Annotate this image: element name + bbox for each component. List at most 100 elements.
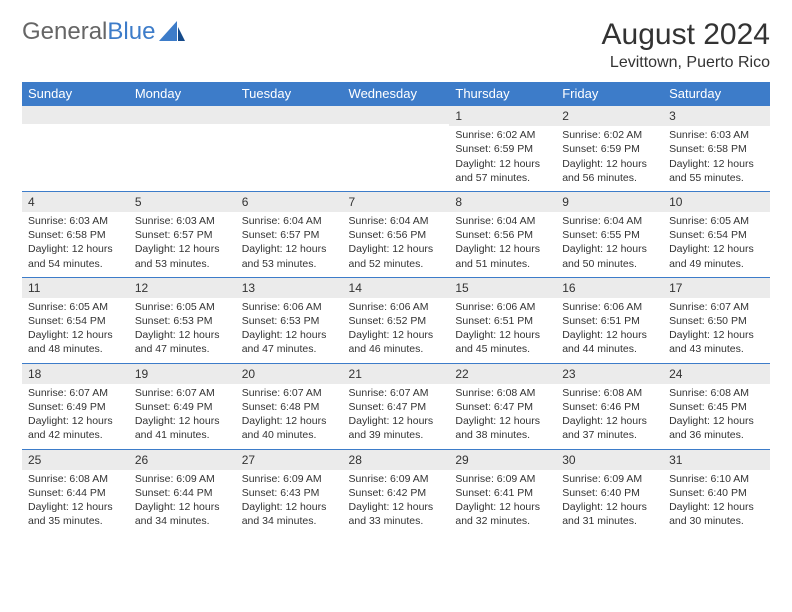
- daylight-text: Daylight: 12 hours and 52 minutes.: [349, 242, 444, 270]
- daylight-text: Daylight: 12 hours and 53 minutes.: [135, 242, 230, 270]
- calendar-day-cell: 2Sunrise: 6:02 AMSunset: 6:59 PMDaylight…: [556, 106, 663, 192]
- sunset-text: Sunset: 6:53 PM: [242, 314, 337, 328]
- calendar-day-cell: 7Sunrise: 6:04 AMSunset: 6:56 PMDaylight…: [343, 191, 450, 277]
- daylight-text: Daylight: 12 hours and 46 minutes.: [349, 328, 444, 356]
- sunrise-text: Sunrise: 6:09 AM: [455, 472, 550, 486]
- daylight-text: Daylight: 12 hours and 34 minutes.: [135, 500, 230, 528]
- sunrise-text: Sunrise: 6:06 AM: [349, 300, 444, 314]
- sunrise-text: Sunrise: 6:06 AM: [562, 300, 657, 314]
- day-number: 20: [236, 364, 343, 384]
- sunrise-text: Sunrise: 6:08 AM: [669, 386, 764, 400]
- day-number: 2: [556, 106, 663, 126]
- calendar-day-cell: 18Sunrise: 6:07 AMSunset: 6:49 PMDayligh…: [22, 363, 129, 449]
- day-content: Sunrise: 6:03 AMSunset: 6:58 PMDaylight:…: [663, 126, 770, 191]
- calendar-day-cell: 19Sunrise: 6:07 AMSunset: 6:49 PMDayligh…: [129, 363, 236, 449]
- daylight-text: Daylight: 12 hours and 50 minutes.: [562, 242, 657, 270]
- day-number: 19: [129, 364, 236, 384]
- calendar-day-cell: 15Sunrise: 6:06 AMSunset: 6:51 PMDayligh…: [449, 277, 556, 363]
- location-label: Levittown, Puerto Rico: [602, 54, 770, 72]
- sunset-text: Sunset: 6:47 PM: [455, 400, 550, 414]
- daylight-text: Daylight: 12 hours and 42 minutes.: [28, 414, 123, 442]
- day-number: 11: [22, 278, 129, 298]
- daylight-text: Daylight: 12 hours and 36 minutes.: [669, 414, 764, 442]
- sunrise-text: Sunrise: 6:03 AM: [135, 214, 230, 228]
- logo-sail-icon: [159, 21, 185, 43]
- day-number: 1: [449, 106, 556, 126]
- sunset-text: Sunset: 6:49 PM: [135, 400, 230, 414]
- month-title: August 2024: [602, 18, 770, 52]
- daylight-text: Daylight: 12 hours and 47 minutes.: [135, 328, 230, 356]
- sunset-text: Sunset: 6:57 PM: [135, 228, 230, 242]
- sunset-text: Sunset: 6:59 PM: [455, 142, 550, 156]
- sunrise-text: Sunrise: 6:08 AM: [28, 472, 123, 486]
- daylight-text: Daylight: 12 hours and 57 minutes.: [455, 157, 550, 185]
- sunrise-text: Sunrise: 6:02 AM: [562, 128, 657, 142]
- day-number: 23: [556, 364, 663, 384]
- daylight-text: Daylight: 12 hours and 44 minutes.: [562, 328, 657, 356]
- daylight-text: Daylight: 12 hours and 55 minutes.: [669, 157, 764, 185]
- day-number: 24: [663, 364, 770, 384]
- calendar-day-cell: 16Sunrise: 6:06 AMSunset: 6:51 PMDayligh…: [556, 277, 663, 363]
- day-header: Monday: [129, 82, 236, 106]
- logo-text-general: General: [22, 18, 107, 46]
- sunrise-text: Sunrise: 6:07 AM: [349, 386, 444, 400]
- calendar-day-cell: 17Sunrise: 6:07 AMSunset: 6:50 PMDayligh…: [663, 277, 770, 363]
- calendar-header-row: SundayMondayTuesdayWednesdayThursdayFrid…: [22, 82, 770, 106]
- day-number: 29: [449, 450, 556, 470]
- day-content: Sunrise: 6:07 AMSunset: 6:49 PMDaylight:…: [129, 384, 236, 449]
- calendar-table: SundayMondayTuesdayWednesdayThursdayFrid…: [22, 82, 770, 534]
- sunset-text: Sunset: 6:43 PM: [242, 486, 337, 500]
- daylight-text: Daylight: 12 hours and 51 minutes.: [455, 242, 550, 270]
- daylight-text: Daylight: 12 hours and 43 minutes.: [669, 328, 764, 356]
- daylight-text: Daylight: 12 hours and 45 minutes.: [455, 328, 550, 356]
- day-number: 28: [343, 450, 450, 470]
- day-number: 13: [236, 278, 343, 298]
- day-content: Sunrise: 6:09 AMSunset: 6:41 PMDaylight:…: [449, 470, 556, 535]
- day-number: [343, 106, 450, 124]
- daylight-text: Daylight: 12 hours and 49 minutes.: [669, 242, 764, 270]
- daylight-text: Daylight: 12 hours and 35 minutes.: [28, 500, 123, 528]
- day-number: 3: [663, 106, 770, 126]
- calendar-day-cell: 30Sunrise: 6:09 AMSunset: 6:40 PMDayligh…: [556, 449, 663, 534]
- sunset-text: Sunset: 6:51 PM: [455, 314, 550, 328]
- sunrise-text: Sunrise: 6:09 AM: [349, 472, 444, 486]
- day-number: 27: [236, 450, 343, 470]
- day-header: Wednesday: [343, 82, 450, 106]
- day-number: [129, 106, 236, 124]
- day-content: Sunrise: 6:07 AMSunset: 6:49 PMDaylight:…: [22, 384, 129, 449]
- day-content: Sunrise: 6:09 AMSunset: 6:43 PMDaylight:…: [236, 470, 343, 535]
- daylight-text: Daylight: 12 hours and 39 minutes.: [349, 414, 444, 442]
- day-content: Sunrise: 6:07 AMSunset: 6:47 PMDaylight:…: [343, 384, 450, 449]
- calendar-day-cell: 21Sunrise: 6:07 AMSunset: 6:47 PMDayligh…: [343, 363, 450, 449]
- daylight-text: Daylight: 12 hours and 53 minutes.: [242, 242, 337, 270]
- sunset-text: Sunset: 6:59 PM: [562, 142, 657, 156]
- sunrise-text: Sunrise: 6:03 AM: [28, 214, 123, 228]
- calendar-day-cell: 31Sunrise: 6:10 AMSunset: 6:40 PMDayligh…: [663, 449, 770, 534]
- day-content: Sunrise: 6:04 AMSunset: 6:57 PMDaylight:…: [236, 212, 343, 277]
- daylight-text: Daylight: 12 hours and 32 minutes.: [455, 500, 550, 528]
- day-content: Sunrise: 6:08 AMSunset: 6:47 PMDaylight:…: [449, 384, 556, 449]
- calendar-day-cell: 1Sunrise: 6:02 AMSunset: 6:59 PMDaylight…: [449, 106, 556, 192]
- day-content: Sunrise: 6:06 AMSunset: 6:52 PMDaylight:…: [343, 298, 450, 363]
- sunrise-text: Sunrise: 6:04 AM: [242, 214, 337, 228]
- sunset-text: Sunset: 6:54 PM: [28, 314, 123, 328]
- logo-text-blue: Blue: [107, 18, 155, 46]
- calendar-day-cell: 4Sunrise: 6:03 AMSunset: 6:58 PMDaylight…: [22, 191, 129, 277]
- sunset-text: Sunset: 6:58 PM: [28, 228, 123, 242]
- day-number: 18: [22, 364, 129, 384]
- calendar-day-cell: 10Sunrise: 6:05 AMSunset: 6:54 PMDayligh…: [663, 191, 770, 277]
- day-header: Friday: [556, 82, 663, 106]
- day-number: 21: [343, 364, 450, 384]
- daylight-text: Daylight: 12 hours and 41 minutes.: [135, 414, 230, 442]
- day-header: Sunday: [22, 82, 129, 106]
- sunset-text: Sunset: 6:56 PM: [349, 228, 444, 242]
- day-number: [236, 106, 343, 124]
- day-content: Sunrise: 6:03 AMSunset: 6:58 PMDaylight:…: [22, 212, 129, 277]
- sunset-text: Sunset: 6:56 PM: [455, 228, 550, 242]
- day-header: Tuesday: [236, 82, 343, 106]
- sunset-text: Sunset: 6:45 PM: [669, 400, 764, 414]
- sunset-text: Sunset: 6:44 PM: [135, 486, 230, 500]
- day-number: 10: [663, 192, 770, 212]
- day-number: 12: [129, 278, 236, 298]
- sunset-text: Sunset: 6:41 PM: [455, 486, 550, 500]
